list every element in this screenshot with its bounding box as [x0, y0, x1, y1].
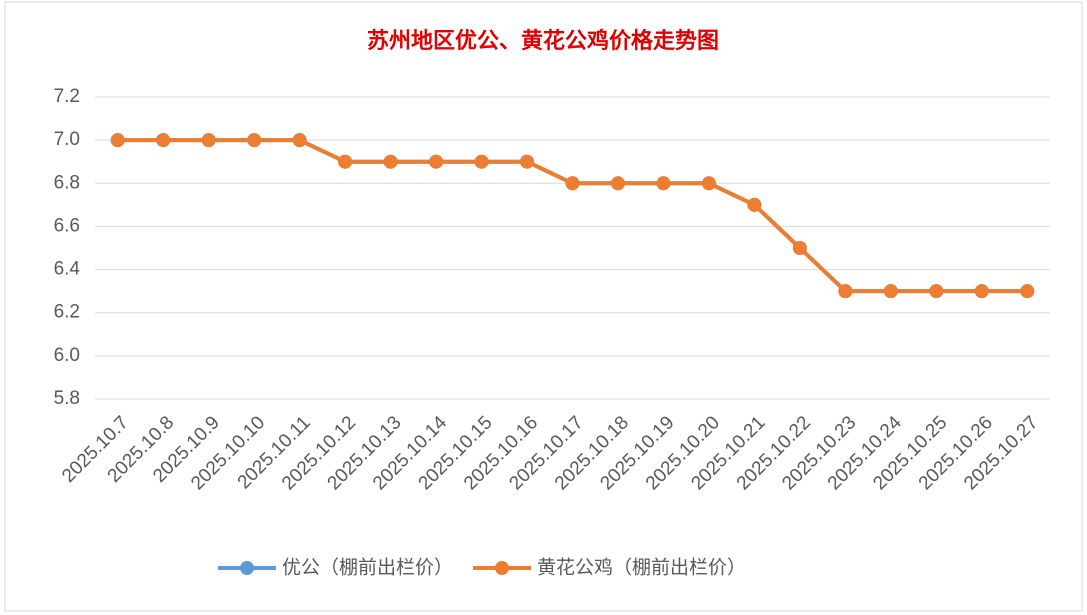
point	[474, 154, 489, 169]
point	[156, 133, 171, 148]
y-tick-label: 5.8	[54, 388, 80, 409]
point	[929, 284, 944, 299]
y-tick-label: 6.6	[54, 215, 80, 236]
y-tick-label: 7.2	[54, 86, 80, 107]
point	[883, 284, 898, 299]
y-tick-label: 6.0	[54, 345, 80, 366]
point	[247, 133, 262, 148]
point	[292, 133, 307, 148]
point	[792, 241, 807, 255]
y-tick-label: 6.8	[54, 172, 80, 193]
point	[201, 133, 216, 148]
legend-marker	[240, 561, 254, 575]
point	[701, 176, 716, 191]
legend-marker	[495, 561, 510, 575]
point	[838, 284, 853, 299]
point	[974, 284, 989, 299]
point	[110, 133, 125, 148]
point	[520, 154, 535, 169]
legend-label: 优公（棚前出栏价）	[282, 557, 453, 579]
point	[1020, 284, 1035, 299]
point	[747, 197, 762, 212]
point	[610, 176, 625, 191]
chart-border	[4, 1, 1083, 612]
y-tick-label: 7.0	[54, 129, 80, 150]
y-tick-label: 6.4	[54, 259, 81, 280]
point	[338, 154, 353, 169]
chart-title: 苏州地区优公、黄花公鸡价格走势图	[367, 28, 719, 54]
point	[383, 154, 398, 169]
y-tick-label: 6.2	[54, 302, 80, 323]
point	[565, 176, 580, 191]
legend-label: 黄花公鸡（棚前出栏价）	[537, 557, 746, 579]
point	[429, 154, 444, 169]
point	[656, 176, 671, 191]
